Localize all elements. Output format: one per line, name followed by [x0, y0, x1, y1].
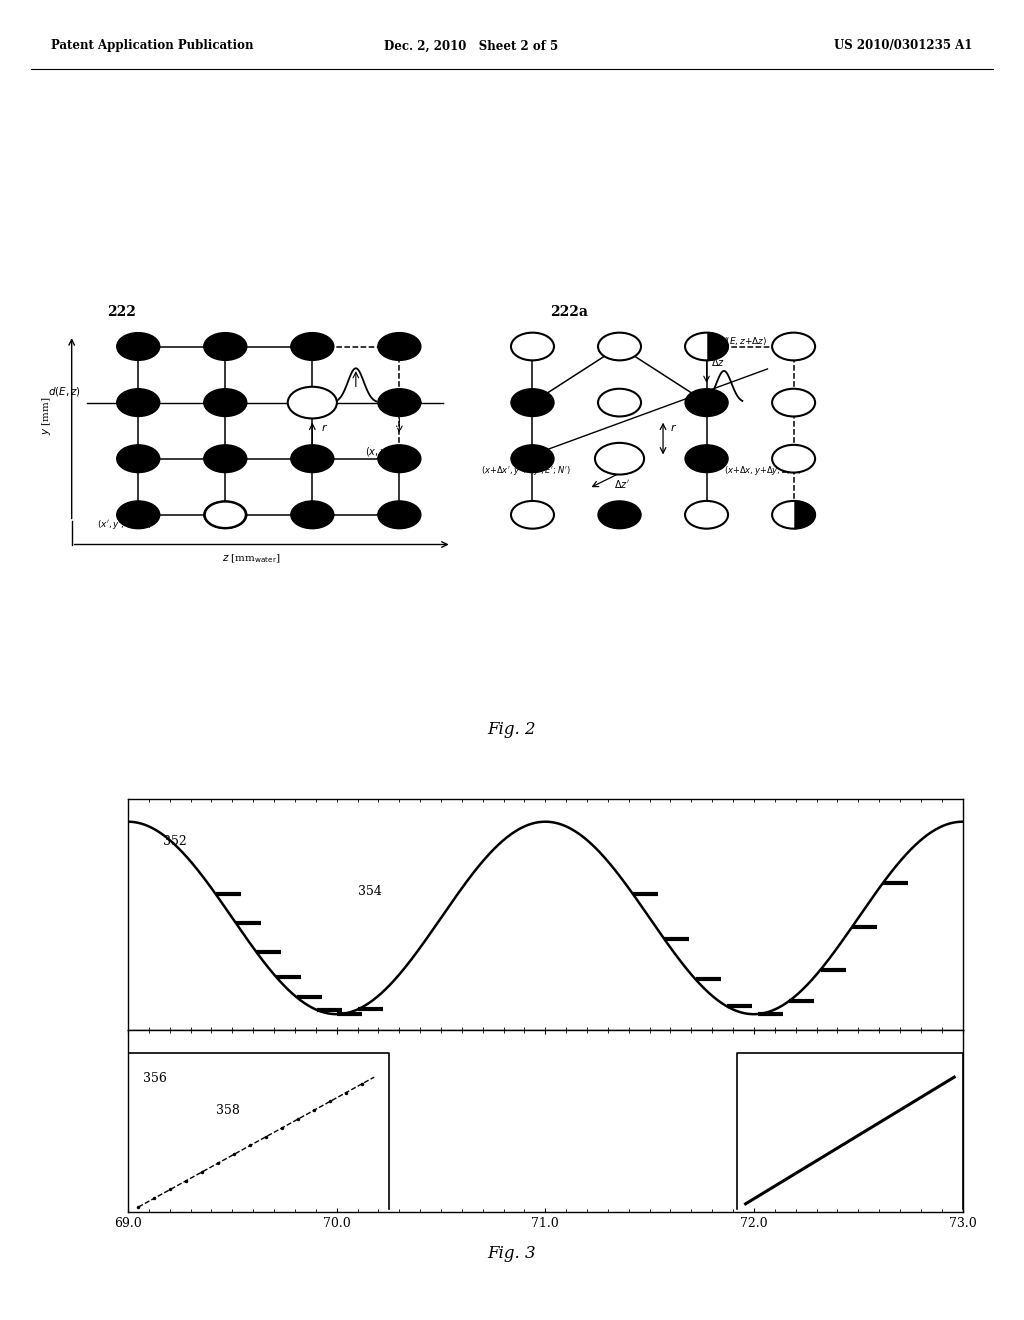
Text: $\Delta z$: $\Delta z$: [711, 356, 725, 368]
Circle shape: [598, 333, 641, 360]
Circle shape: [204, 389, 247, 417]
Text: $d(E,z{+}\Delta z)$: $d(E,z{+}\Delta z)$: [720, 335, 767, 347]
Text: $y$ [mm]: $y$ [mm]: [40, 396, 52, 434]
Text: 222a: 222a: [550, 305, 588, 318]
Text: $(x',y',E';N')$: $(x',y',E';N')$: [97, 517, 153, 531]
Circle shape: [511, 333, 554, 360]
Text: $r$: $r$: [321, 421, 328, 433]
Text: Fig. 3: Fig. 3: [487, 1245, 537, 1262]
Circle shape: [117, 333, 160, 360]
Circle shape: [685, 389, 728, 417]
Circle shape: [595, 444, 644, 475]
Circle shape: [378, 445, 421, 473]
Circle shape: [288, 387, 337, 418]
Circle shape: [204, 445, 247, 473]
Text: $\Delta z'$: $\Delta z'$: [614, 478, 631, 491]
Circle shape: [291, 500, 334, 528]
Text: 358: 358: [216, 1104, 240, 1117]
Circle shape: [685, 445, 728, 473]
Circle shape: [117, 500, 160, 528]
Text: 222: 222: [108, 305, 136, 318]
Text: 354: 354: [357, 884, 381, 898]
Circle shape: [117, 389, 160, 417]
Text: 352: 352: [164, 834, 187, 847]
Text: $(x,y,E,N)$: $(x,y,E,N)$: [365, 445, 414, 459]
Wedge shape: [707, 333, 728, 360]
Circle shape: [378, 333, 421, 360]
Circle shape: [598, 500, 641, 528]
Wedge shape: [772, 502, 794, 529]
Circle shape: [378, 389, 421, 417]
Text: $(x{+}\Delta x',y'{+}\Delta y',E';N')$: $(x{+}\Delta x',y'{+}\Delta y',E';N')$: [481, 465, 571, 478]
Circle shape: [291, 333, 334, 360]
Circle shape: [772, 389, 815, 417]
Text: US 2010/0301235 A1: US 2010/0301235 A1: [835, 40, 973, 53]
Wedge shape: [685, 333, 707, 360]
Circle shape: [598, 389, 641, 417]
Text: $z$ [mm$_\mathrm{water}$]: $z$ [mm$_\mathrm{water}$]: [222, 552, 281, 565]
Circle shape: [117, 445, 160, 473]
Wedge shape: [794, 502, 815, 529]
Text: $(x{+}\Delta x,y{+}\Delta y,E,N)$: $(x{+}\Delta x,y{+}\Delta y,E,N)$: [724, 465, 802, 478]
Text: Patent Application Publication: Patent Application Publication: [51, 40, 254, 53]
Circle shape: [511, 389, 554, 417]
Circle shape: [511, 500, 554, 528]
Text: Dec. 2, 2010   Sheet 2 of 5: Dec. 2, 2010 Sheet 2 of 5: [384, 40, 558, 53]
Text: $d(E,z)$: $d(E,z)$: [48, 385, 81, 399]
Circle shape: [685, 500, 728, 528]
Circle shape: [772, 445, 815, 473]
Circle shape: [511, 445, 554, 473]
Circle shape: [772, 333, 815, 360]
Circle shape: [378, 500, 421, 528]
Text: 356: 356: [142, 1072, 167, 1085]
Circle shape: [204, 500, 247, 528]
Text: $r$: $r$: [671, 421, 677, 433]
Circle shape: [291, 445, 334, 473]
Text: $z'$: $z'$: [230, 510, 240, 520]
Text: Fig. 2: Fig. 2: [487, 721, 537, 738]
Circle shape: [205, 502, 246, 528]
Circle shape: [204, 333, 247, 360]
